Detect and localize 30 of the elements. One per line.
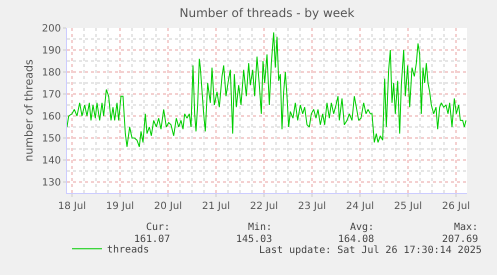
legend-label: threads (107, 244, 150, 256)
x-tick-label: 22 Jul (250, 201, 278, 212)
x-tick-label: 24 Jul (346, 201, 374, 212)
text: Cur: (146, 222, 170, 233)
x-tick-label: 18 Jul (58, 201, 86, 212)
text: 164.08 (338, 234, 374, 245)
line-series (67, 32, 466, 148)
text: Max: (454, 222, 478, 233)
text: Avg: (350, 222, 374, 233)
text: Min: (248, 222, 272, 233)
text: 207.69 (442, 234, 478, 245)
x-tick-label: 26 Jul (442, 201, 470, 212)
y-tick-label: 150 (42, 134, 61, 144)
text: 145.03 (236, 234, 272, 245)
text: Last update: Sat Jul 26 17:30:14 2025 (259, 245, 482, 256)
y-tick-label: 130 (42, 178, 61, 188)
chart-title: Number of threads - by week (179, 6, 355, 20)
text: 161.07 (134, 234, 170, 245)
y-tick-label: 200 (42, 24, 61, 34)
y-tick-label: 180 (42, 68, 61, 78)
x-tick-label: 23 Jul (298, 201, 326, 212)
y-tick-label: 160 (42, 112, 61, 122)
x-tick-label: 21 Jul (202, 201, 230, 212)
x-tick-label: 25 Jul (394, 201, 422, 212)
x-tick-label: 19 Jul (106, 201, 134, 212)
y-tick-label: 140 (42, 156, 61, 166)
y-tick-label: 170 (42, 90, 61, 100)
y-tick-label: 190 (42, 46, 61, 56)
y-axis-title: number of threads (22, 59, 36, 162)
x-tick-label: 20 Jul (154, 201, 182, 212)
